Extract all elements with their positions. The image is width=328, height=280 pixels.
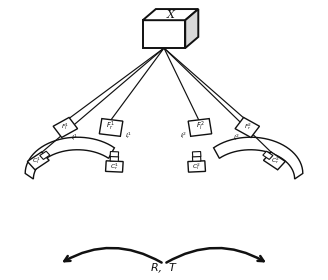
Text: $F_r^1$: $F_r^1$ [106, 120, 115, 133]
Polygon shape [185, 9, 198, 48]
Polygon shape [235, 117, 259, 137]
Polygon shape [99, 119, 123, 136]
Polygon shape [40, 151, 50, 159]
Text: X: X [167, 10, 174, 20]
Polygon shape [188, 119, 212, 136]
Text: $C_r^2$: $C_r^2$ [272, 155, 280, 166]
Text: $I_l^2$: $I_l^2$ [180, 130, 186, 141]
Text: $C_l^2$: $C_l^2$ [192, 161, 201, 172]
Polygon shape [143, 9, 198, 20]
Polygon shape [214, 137, 303, 179]
Polygon shape [25, 137, 114, 179]
Text: $F_l^1$: $F_l^1$ [61, 121, 69, 132]
Text: $F_l^2$: $F_l^2$ [196, 120, 205, 133]
Text: $I_r^2$: $I_r^2$ [233, 132, 240, 143]
Polygon shape [110, 156, 119, 161]
Polygon shape [27, 152, 49, 170]
Polygon shape [106, 161, 123, 172]
Text: $F_r^2$: $F_r^2$ [244, 121, 252, 132]
Text: $R$,  $T$: $R$, $T$ [150, 261, 178, 275]
Text: $C_l^1$: $C_l^1$ [32, 155, 41, 166]
Text: $C_r^1$: $C_r^1$ [110, 161, 119, 172]
Polygon shape [263, 152, 285, 170]
Polygon shape [193, 151, 201, 157]
Text: $I_r^1$: $I_r^1$ [125, 130, 132, 141]
Polygon shape [263, 151, 273, 159]
Text: $I_l^1$: $I_l^1$ [71, 132, 77, 143]
Polygon shape [143, 20, 185, 48]
Polygon shape [53, 117, 78, 137]
Polygon shape [193, 156, 201, 161]
Polygon shape [188, 161, 205, 172]
Polygon shape [110, 151, 119, 157]
